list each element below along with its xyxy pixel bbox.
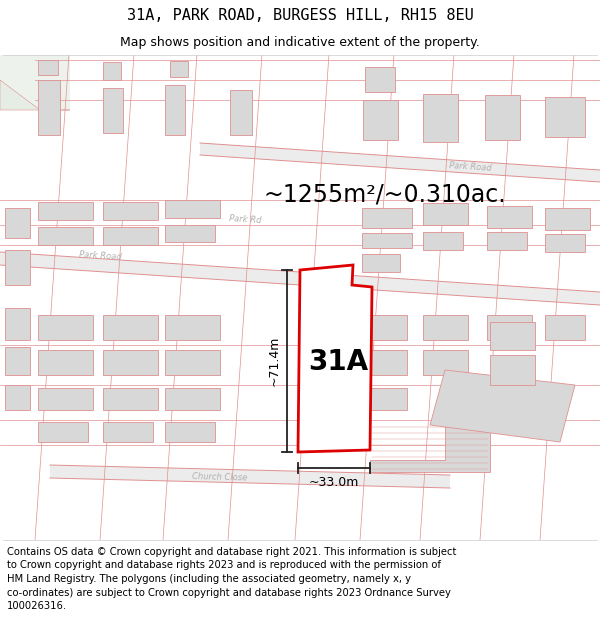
Bar: [490, 355, 535, 385]
Bar: [5, 208, 30, 238]
Bar: [103, 315, 158, 340]
Bar: [165, 225, 215, 242]
Bar: [165, 422, 215, 442]
Bar: [165, 388, 220, 410]
Bar: [485, 95, 520, 140]
Bar: [38, 422, 88, 442]
Bar: [103, 227, 158, 245]
Bar: [362, 233, 412, 248]
Bar: [423, 232, 463, 250]
Bar: [362, 208, 412, 228]
Bar: [38, 350, 93, 375]
Bar: [103, 88, 123, 133]
Bar: [545, 97, 585, 137]
Text: ~33.0m: ~33.0m: [309, 476, 359, 489]
Bar: [103, 350, 158, 375]
Bar: [5, 347, 30, 375]
Bar: [165, 85, 185, 135]
Text: Park Road: Park Road: [79, 250, 122, 262]
Bar: [103, 202, 158, 220]
Bar: [5, 308, 30, 340]
Bar: [363, 100, 398, 140]
Bar: [38, 202, 93, 220]
Polygon shape: [370, 425, 490, 472]
Text: ~1255m²/~0.310ac.: ~1255m²/~0.310ac.: [263, 183, 506, 207]
Text: Park Road: Park Road: [448, 161, 491, 173]
Bar: [38, 315, 93, 340]
Text: ~71.4m: ~71.4m: [268, 336, 281, 386]
Bar: [362, 350, 407, 375]
Bar: [487, 232, 527, 250]
Bar: [487, 206, 532, 228]
Bar: [490, 322, 535, 350]
Bar: [38, 60, 58, 75]
Bar: [362, 388, 407, 410]
Bar: [545, 234, 585, 252]
Bar: [165, 200, 220, 218]
Text: 31A, PARK ROAD, BURGESS HILL, RH15 8EU: 31A, PARK ROAD, BURGESS HILL, RH15 8EU: [127, 8, 473, 23]
Polygon shape: [0, 252, 600, 305]
Bar: [423, 94, 458, 142]
Bar: [545, 315, 585, 340]
Bar: [38, 388, 93, 410]
Bar: [103, 388, 158, 410]
Bar: [487, 315, 532, 340]
Text: Park Rd: Park Rd: [229, 214, 262, 226]
Bar: [423, 350, 468, 375]
Bar: [103, 422, 153, 442]
Bar: [5, 250, 30, 285]
Bar: [230, 90, 252, 135]
Bar: [423, 203, 468, 225]
Text: Map shows position and indicative extent of the property.: Map shows position and indicative extent…: [120, 36, 480, 49]
Bar: [165, 350, 220, 375]
Polygon shape: [430, 370, 575, 442]
Bar: [362, 315, 407, 340]
Polygon shape: [0, 80, 70, 110]
Bar: [103, 62, 121, 80]
Bar: [365, 67, 395, 92]
Text: Church Close: Church Close: [192, 472, 248, 482]
Text: 31A: 31A: [308, 348, 368, 376]
Bar: [423, 315, 468, 340]
Polygon shape: [200, 143, 600, 182]
Bar: [38, 227, 93, 245]
Bar: [362, 254, 400, 272]
Polygon shape: [0, 55, 70, 110]
Bar: [5, 385, 30, 410]
Text: Contains OS data © Crown copyright and database right 2021. This information is : Contains OS data © Crown copyright and d…: [7, 547, 457, 611]
Polygon shape: [298, 265, 372, 452]
Bar: [170, 61, 188, 77]
Polygon shape: [50, 465, 450, 488]
Bar: [165, 315, 220, 340]
Bar: [545, 208, 590, 230]
Bar: [38, 80, 60, 135]
